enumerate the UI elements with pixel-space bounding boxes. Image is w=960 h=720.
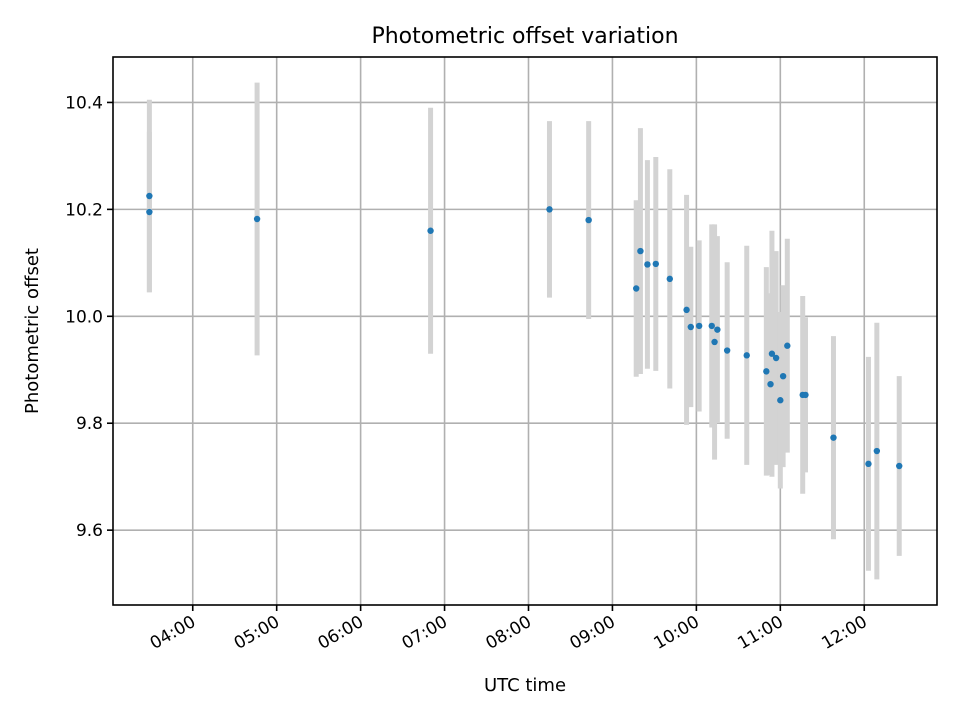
data-point: [711, 338, 718, 346]
data-point: [644, 261, 651, 268]
x-axis-label: UTC time: [484, 675, 566, 696]
data-point: [767, 380, 774, 388]
x-tick-label: 11:00: [734, 612, 786, 654]
data-point: [683, 306, 690, 314]
data-point: [763, 368, 770, 375]
data-point: [896, 462, 903, 470]
data-point: [830, 434, 837, 441]
y-tick-label: 9.8: [76, 414, 103, 434]
data-point: [768, 350, 776, 357]
data-point: [146, 208, 153, 216]
data-points: [146, 192, 903, 470]
data-point: [714, 326, 721, 333]
data-point: [784, 342, 791, 349]
data-point: [637, 247, 644, 255]
x-tick-label: 12:00: [818, 612, 870, 654]
data-point: [687, 323, 694, 331]
data-point: [695, 322, 703, 330]
data-point: [802, 391, 809, 399]
data-point: [865, 460, 872, 468]
data-point: [666, 275, 673, 283]
x-tick-label: 06:00: [315, 612, 367, 654]
data-point: [546, 206, 553, 213]
data-point: [873, 447, 881, 455]
axis-ticks: 04:00 05:00 06:00 07:00 08:00 09:00 10:00 11:00…: [65, 93, 871, 653]
x-tick-label: 09:00: [567, 612, 619, 654]
data-point: [772, 354, 780, 362]
x-tick-label: 05:00: [231, 612, 283, 654]
data-point: [585, 216, 592, 224]
y-tick-label: 9.6: [76, 521, 103, 541]
y-tick-label: 10.0: [65, 307, 103, 327]
x-tick-label: 08:00: [483, 612, 535, 654]
x-tick-label: 04:00: [147, 612, 199, 654]
data-point: [253, 215, 261, 223]
y-tick-label: 10.4: [65, 93, 103, 113]
data-point: [723, 347, 731, 354]
y-axis-label: Photometric offset: [22, 248, 43, 414]
data-point: [708, 322, 715, 330]
data-point: [777, 397, 784, 404]
data-point: [779, 372, 787, 380]
chart-title: Photometric offset variation: [371, 24, 678, 49]
data-point: [652, 260, 660, 268]
data-point: [427, 227, 434, 234]
y-tick-label: 10.2: [65, 200, 103, 220]
grid: [113, 57, 937, 605]
data-point: [633, 285, 640, 292]
plot-frame: [112, 56, 938, 606]
error-bars: [146, 82, 902, 580]
data-point: [146, 192, 153, 200]
data-point: [743, 352, 750, 359]
x-tick-label: 10:00: [650, 612, 702, 654]
x-tick-label: 07:00: [399, 612, 451, 654]
